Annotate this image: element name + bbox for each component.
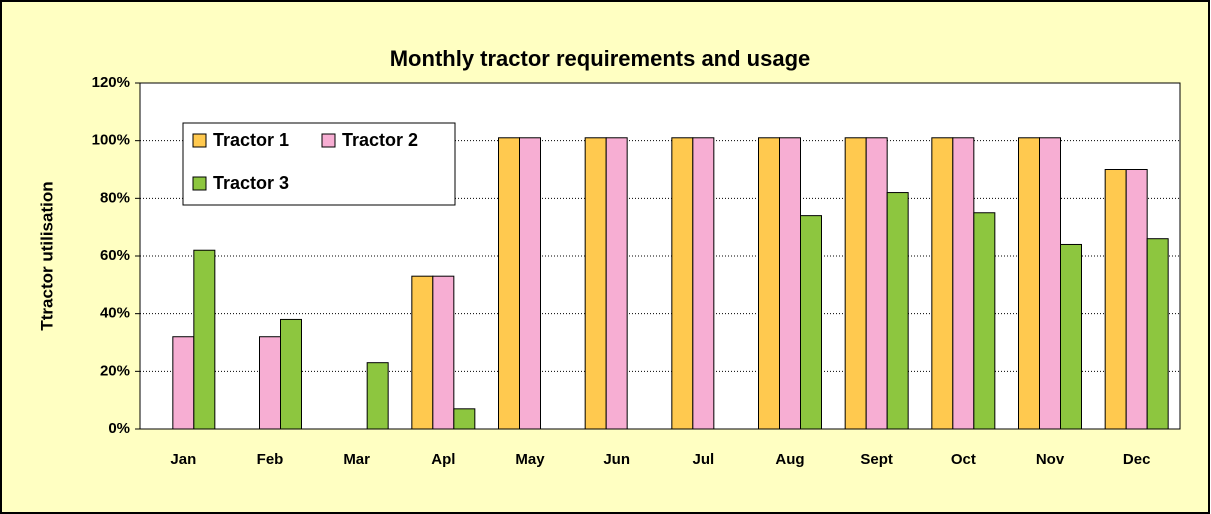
bar (280, 318, 302, 430)
bar (411, 275, 434, 430)
x-tick-label: Aug (775, 451, 804, 468)
legend-label: Tractor 1 (213, 130, 289, 150)
y-tick-label: 40% (100, 305, 130, 322)
bar (692, 137, 715, 430)
y-axis-label: Ttractor utilisation (37, 181, 56, 330)
x-tick-label: May (515, 451, 545, 468)
bar (1060, 243, 1082, 430)
y-tick-label: 0% (108, 420, 130, 437)
x-tick-label: Nov (1036, 451, 1065, 468)
bar (1125, 169, 1148, 430)
bar (952, 137, 975, 430)
chart-title: Monthly tractor requirements and usage (390, 46, 811, 71)
x-tick-label: Dec (1123, 451, 1151, 468)
bar (259, 336, 281, 430)
x-tick-label: Jul (692, 451, 714, 468)
bar (779, 137, 801, 430)
bar (671, 137, 694, 430)
x-tick-label: Feb (257, 451, 284, 468)
x-tick-label: Oct (951, 451, 976, 468)
bar (584, 137, 607, 430)
legend-swatch (192, 176, 207, 191)
y-tick-label: 20% (100, 362, 130, 379)
x-tick-label: Jun (603, 451, 630, 468)
bar (453, 408, 476, 430)
bar (1104, 169, 1127, 430)
x-tick-label: Mar (343, 451, 370, 468)
bar (172, 336, 195, 430)
y-tick-label: 100% (92, 132, 130, 149)
bar (498, 137, 520, 430)
bar (973, 212, 996, 430)
bar (886, 192, 909, 430)
bar (193, 249, 216, 430)
x-tick-label: Apl (431, 451, 455, 468)
bar (432, 275, 455, 430)
bar (1146, 238, 1169, 430)
bar (758, 137, 780, 430)
bar (605, 137, 628, 430)
x-tick-label: Sept (860, 451, 893, 468)
bar (865, 137, 888, 430)
y-tick-label: 80% (100, 189, 130, 206)
bar (366, 362, 389, 430)
bar (1018, 137, 1040, 430)
legend-label: Tractor 3 (213, 173, 289, 193)
legend-box (182, 122, 456, 206)
legend-label: Tractor 2 (342, 130, 418, 150)
bar (519, 137, 541, 430)
bar (931, 137, 954, 430)
bar (800, 215, 822, 430)
legend-swatch (192, 133, 207, 148)
bar (1039, 137, 1061, 430)
y-tick-label: 60% (100, 247, 130, 264)
y-tick-label: 120% (92, 74, 130, 91)
legend-swatch (321, 133, 336, 148)
bar (844, 137, 867, 430)
x-tick-label: Jan (170, 451, 196, 468)
